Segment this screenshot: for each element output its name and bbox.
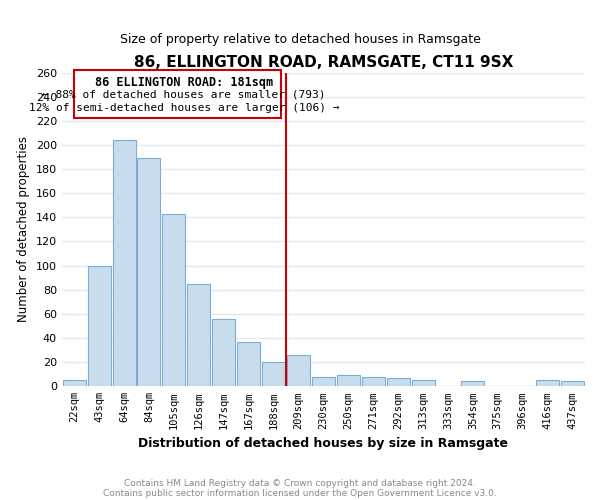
Bar xyxy=(113,140,136,386)
Bar xyxy=(237,342,260,386)
Bar xyxy=(63,380,86,386)
Title: 86, ELLINGTON ROAD, RAMSGATE, CT11 9SX: 86, ELLINGTON ROAD, RAMSGATE, CT11 9SX xyxy=(134,55,513,70)
Bar xyxy=(386,378,410,386)
Text: 86 ELLINGTON ROAD: 181sqm: 86 ELLINGTON ROAD: 181sqm xyxy=(95,76,273,89)
Text: ← 88% of detached houses are smaller (793): ← 88% of detached houses are smaller (79… xyxy=(42,90,326,100)
Bar xyxy=(461,382,484,386)
Text: Size of property relative to detached houses in Ramsgate: Size of property relative to detached ho… xyxy=(119,32,481,46)
FancyBboxPatch shape xyxy=(74,70,281,118)
Text: Contains HM Land Registry data © Crown copyright and database right 2024.: Contains HM Land Registry data © Crown c… xyxy=(124,478,476,488)
Bar xyxy=(337,376,360,386)
Y-axis label: Number of detached properties: Number of detached properties xyxy=(17,136,30,322)
Bar xyxy=(187,284,210,387)
Bar xyxy=(88,266,110,386)
Bar xyxy=(561,382,584,386)
Bar xyxy=(137,158,160,386)
Bar xyxy=(412,380,434,386)
Bar xyxy=(212,318,235,386)
Bar xyxy=(287,355,310,386)
Bar xyxy=(312,376,335,386)
Bar xyxy=(163,214,185,386)
Bar xyxy=(362,376,385,386)
Bar xyxy=(536,380,559,386)
X-axis label: Distribution of detached houses by size in Ramsgate: Distribution of detached houses by size … xyxy=(139,437,508,450)
Bar xyxy=(262,362,285,386)
Text: 12% of semi-detached houses are larger (106) →: 12% of semi-detached houses are larger (… xyxy=(29,102,339,113)
Text: Contains public sector information licensed under the Open Government Licence v3: Contains public sector information licen… xyxy=(103,488,497,498)
